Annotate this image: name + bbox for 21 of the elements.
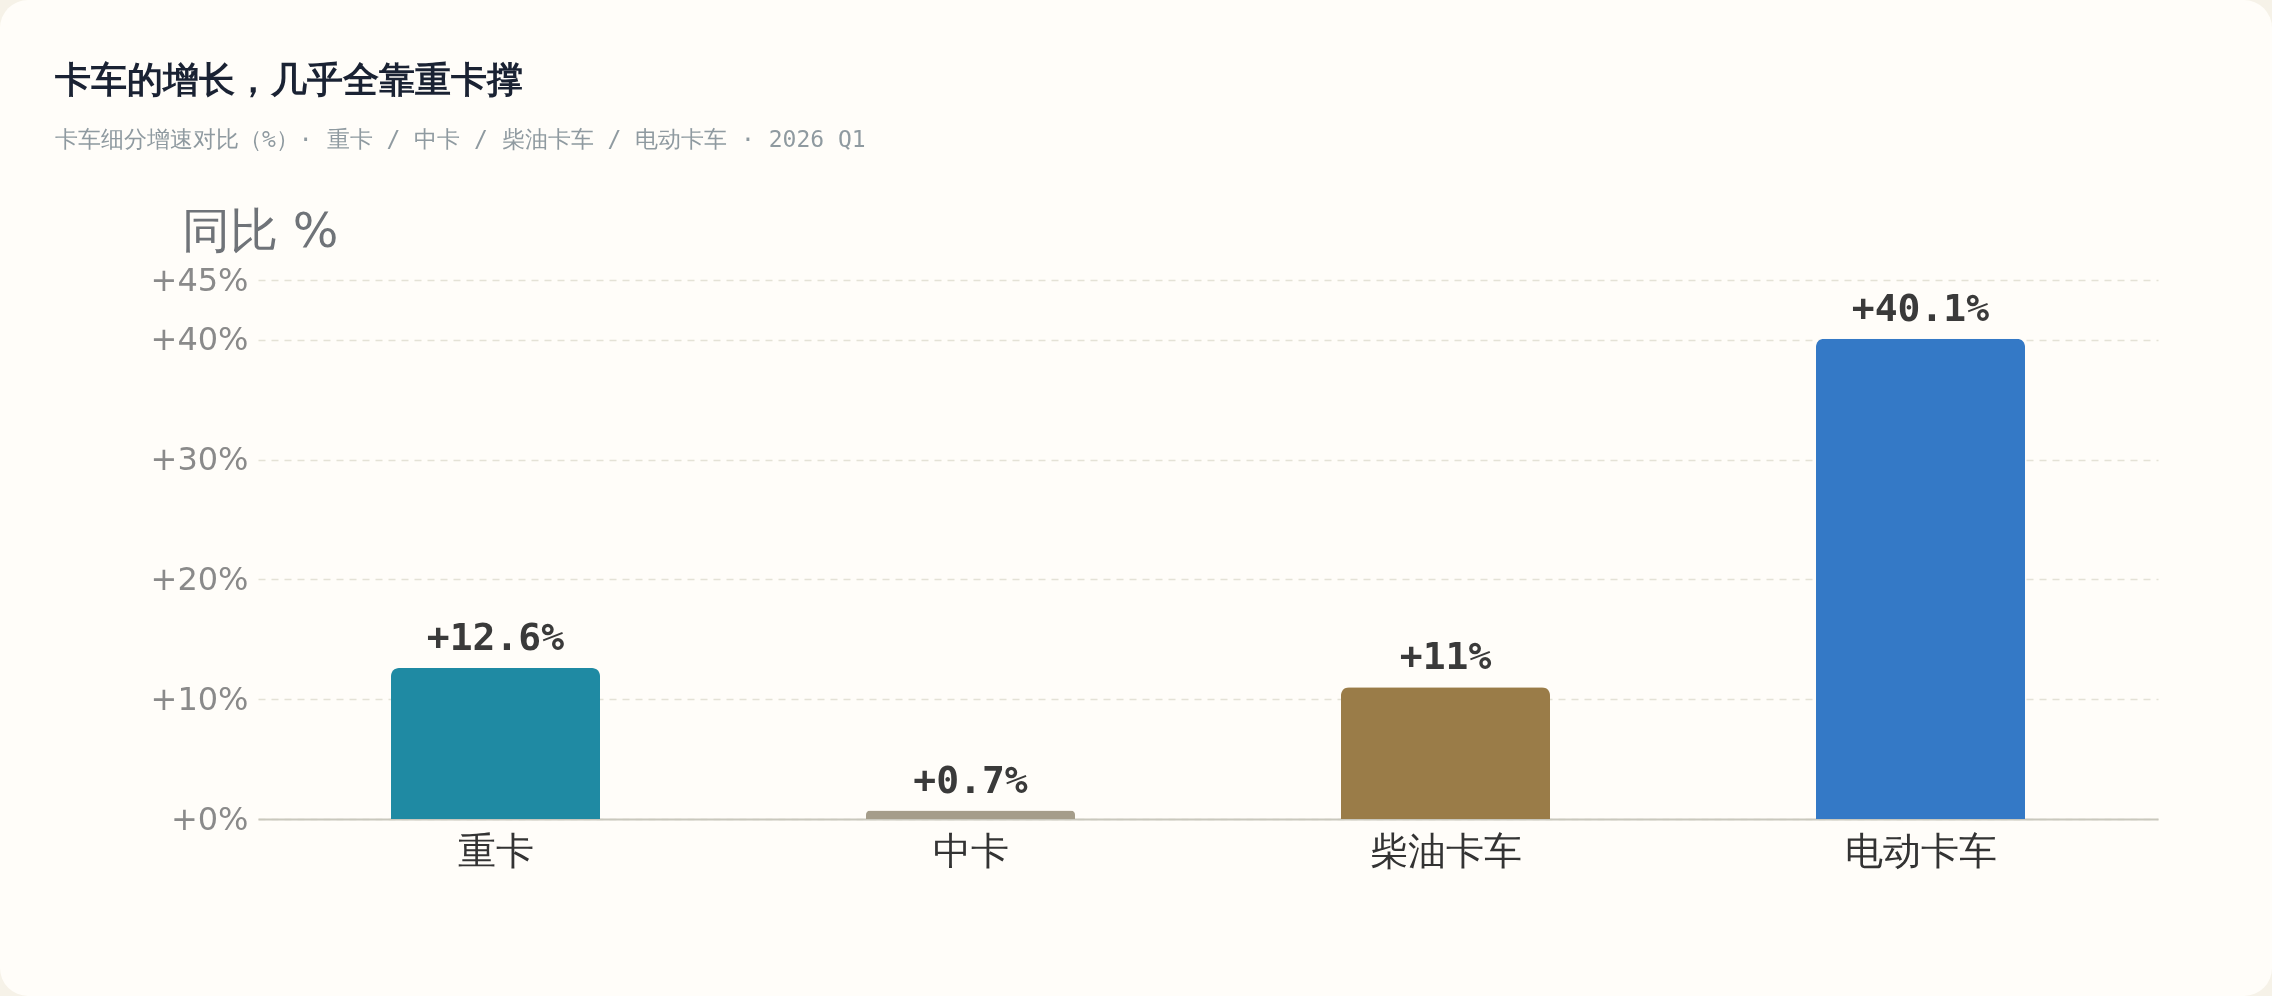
bar xyxy=(391,668,600,819)
y-axis-title: 同比 % xyxy=(181,201,339,258)
data-label: +11% xyxy=(1399,634,1492,679)
data-label: +40.1% xyxy=(1851,285,1990,330)
x-tick-label: 重卡 xyxy=(457,828,534,873)
data-label: +0.7% xyxy=(913,757,1028,802)
y-tick-label: +40% xyxy=(150,320,249,359)
y-tick-label: +45% xyxy=(150,260,249,299)
y-tick-label: +0% xyxy=(170,799,249,838)
x-tick-label: 中卡 xyxy=(932,828,1009,873)
chart-title: 卡车的增长，几乎全靠重卡撑 xyxy=(55,57,523,102)
y-tick-label: +30% xyxy=(150,440,249,479)
bar xyxy=(866,810,1075,819)
y-tick-label: +10% xyxy=(150,679,249,718)
y-tick-label: +20% xyxy=(150,559,249,598)
chart-subtitle: 卡车细分增速对比（%）· 重卡 / 中卡 / 柴油卡车 / 电动卡车 · 2026 Q1 xyxy=(55,125,866,154)
data-label: +12.6% xyxy=(426,615,565,660)
bar xyxy=(1341,687,1550,819)
bar xyxy=(1816,338,2025,819)
x-tick-label: 柴油卡车 xyxy=(1369,828,1522,873)
x-tick-label: 电动卡车 xyxy=(1844,828,1997,873)
